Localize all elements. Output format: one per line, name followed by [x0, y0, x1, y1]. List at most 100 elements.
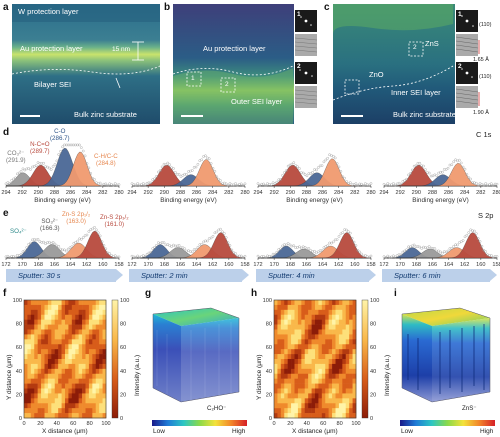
heatmap-cell — [88, 373, 93, 379]
heatmap-cell — [85, 309, 90, 316]
heatmap-cell — [71, 304, 76, 311]
heatmap-cell — [27, 334, 32, 340]
heatmap-cell — [71, 319, 76, 325]
heatmap-cell — [294, 329, 299, 335]
tof-sims-3d-g: C₂HO⁻ — [147, 300, 245, 412]
xps-data-point — [275, 180, 279, 184]
heatmap-cell — [99, 344, 103, 350]
heatmap-cell — [345, 304, 350, 311]
xps-data-point — [364, 254, 367, 257]
xps-data-point — [85, 162, 89, 165]
heatmap-cell — [82, 314, 86, 320]
xps-data-point — [215, 175, 219, 179]
xps-data-point — [260, 255, 264, 258]
heatmap-cell — [338, 393, 343, 399]
heatmap-cell — [311, 383, 316, 389]
heatmap-cell — [349, 413, 353, 419]
heatmap-cell — [318, 300, 323, 306]
xps-data-point — [332, 155, 335, 158]
heatmap-cell — [328, 349, 333, 355]
heatmap-cell — [51, 314, 56, 320]
heatmap-cell — [328, 363, 333, 370]
xps-data-point — [8, 256, 12, 259]
heatmap-cell — [30, 339, 35, 345]
heatmap-cell — [345, 388, 350, 394]
heatmap-cell — [311, 349, 316, 355]
sputter-label-2: Sputter: 2 min — [141, 271, 188, 280]
heatmap-cell — [37, 403, 42, 409]
heatmap-cell — [345, 344, 350, 350]
heatmap-colorbar — [111, 299, 119, 419]
xps-tick-label: 160 — [350, 262, 359, 268]
xps-tick-label: 284 — [208, 190, 217, 196]
heatmap-cell — [78, 319, 83, 325]
tem-c-graphic — [333, 4, 498, 124]
colorbar-tick: 40 — [370, 369, 376, 375]
xps-tick-label: 290 — [160, 190, 169, 196]
heatmap-cell — [51, 334, 56, 340]
heatmap-cell — [332, 300, 336, 306]
xps-data-point — [15, 253, 19, 257]
xps-data-point — [467, 231, 471, 234]
heatmap-cell — [308, 324, 312, 330]
label-zno: ZnO — [369, 70, 384, 79]
xps-data-point — [478, 240, 482, 243]
heatmap-cell — [71, 329, 76, 335]
heatmap-cell — [318, 324, 323, 330]
xps-data-point — [403, 249, 407, 253]
heatmap-cell — [99, 339, 103, 345]
heatmap-cell — [78, 398, 83, 404]
heatmap-cell — [47, 314, 52, 320]
heatmap-cell — [280, 349, 285, 355]
heatmap-cell — [58, 378, 62, 384]
heatmap-cell — [85, 349, 90, 355]
heatmap-cell — [88, 304, 93, 311]
heatmap-cell — [328, 334, 333, 340]
heatmap-cell — [99, 304, 103, 311]
xps-data-point — [66, 247, 70, 251]
heatmap-cell — [315, 344, 319, 350]
heatmap-cell — [78, 354, 83, 360]
xps-data-point — [386, 182, 390, 185]
heatmap-cell — [304, 349, 309, 355]
xps-data-point — [309, 172, 313, 176]
heatmap-cell — [65, 324, 69, 330]
heatmap-cell — [301, 413, 306, 419]
heatmap-cell — [27, 314, 32, 320]
xps-data-point — [190, 250, 194, 254]
heatmap-cell — [34, 349, 38, 355]
heatmap-cell — [274, 309, 278, 316]
heatmap-cell — [44, 373, 49, 379]
heatmap-cell — [41, 398, 45, 404]
heatmap-cell — [41, 373, 45, 379]
heatmap-cell — [328, 314, 333, 320]
heatmap-cell — [75, 378, 79, 384]
heatmap-cell — [30, 373, 35, 379]
heatmap-cell — [332, 378, 336, 384]
peak-be-zns12: (163.0) — [66, 218, 86, 225]
heatmap-cell — [102, 314, 107, 320]
heatmap-cell — [44, 388, 49, 394]
heatmap-cell — [78, 378, 83, 384]
heatmap-cell — [92, 324, 97, 330]
heatmap-cell — [342, 319, 347, 325]
heatmap-cell — [332, 314, 336, 320]
heatmap-cell — [304, 388, 309, 394]
xps-data-point — [14, 176, 17, 180]
xps-data-point — [198, 243, 202, 246]
tof-sims-3d-i: ZnS⁻ — [396, 300, 496, 412]
heatmap-cell — [342, 388, 347, 394]
xps-data-point — [345, 180, 348, 183]
heatmap-cell — [301, 334, 306, 340]
heatmap-cell — [338, 339, 343, 345]
heatmap-cell — [61, 329, 66, 335]
heatmap-cell — [301, 309, 306, 316]
heatmap-cell — [27, 363, 32, 370]
heatmap-cell — [342, 329, 347, 335]
heatmap-cell — [328, 403, 333, 409]
heatmap-cell — [78, 309, 83, 316]
panel-letter-g: g — [145, 288, 152, 299]
heatmap-cell — [54, 408, 59, 414]
heatmap-cell — [318, 378, 323, 384]
peak-be-so3: (166.3) — [40, 225, 60, 232]
